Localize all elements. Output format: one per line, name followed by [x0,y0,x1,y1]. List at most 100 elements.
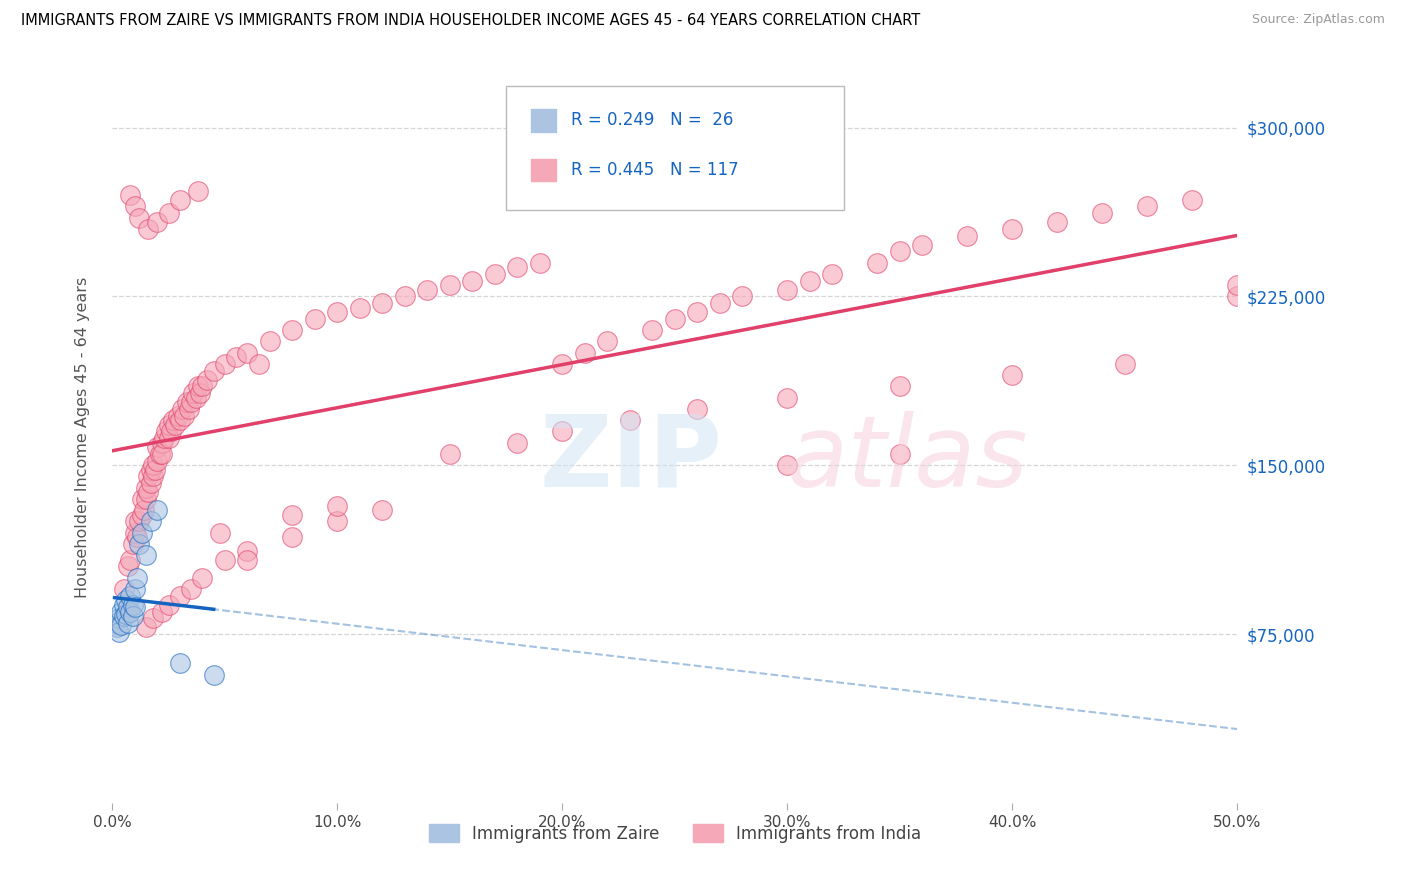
Point [157,431,180,445]
Point [202,667,225,681]
Point [461,274,484,288]
Point [821,267,844,281]
Point [371,503,394,517]
Point [131,525,153,540]
Point [157,206,180,220]
Point [214,553,236,567]
Point [124,199,146,213]
Bar [531,109,555,132]
Point [281,508,304,522]
Point [169,413,191,427]
FancyBboxPatch shape [506,86,844,211]
Point [439,278,461,293]
Point [128,515,150,529]
Point [326,515,349,529]
Point [176,395,198,409]
Point [121,598,143,612]
Point [157,598,180,612]
Point [128,211,150,225]
Point [776,458,799,473]
Point [112,598,135,612]
Point [142,458,165,473]
Point [180,582,202,596]
Point [776,391,799,405]
Point [132,503,155,517]
Point [150,435,173,450]
Point [139,476,162,491]
Point [214,357,236,371]
Point [115,607,138,621]
Point [124,525,146,540]
Point [236,553,259,567]
Point [180,395,202,409]
Point [236,345,259,359]
Point [202,364,225,378]
Point [484,267,506,281]
Point [135,491,157,506]
Point [551,425,574,439]
Point [169,193,191,207]
Point [120,553,142,567]
Point [184,391,207,405]
Point [138,222,160,236]
Point [394,289,416,303]
Point [1226,278,1249,293]
Point [120,589,142,603]
Point [1136,199,1159,213]
Point [143,463,166,477]
Point [574,345,596,359]
Text: R = 0.249   N =  26: R = 0.249 N = 26 [571,112,734,129]
Point [112,609,135,624]
Point [127,530,149,544]
Point [686,401,709,416]
Point [191,571,214,585]
Point [162,413,184,427]
Point [641,323,664,337]
Point [529,255,551,269]
Point [146,440,169,454]
Point [160,425,183,439]
Point [506,260,529,275]
Point [131,508,153,522]
Point [247,357,270,371]
Bar [531,159,555,181]
Point [1001,222,1024,236]
Point [326,305,349,319]
Point [551,357,574,371]
Point [349,301,371,315]
Point [166,409,188,423]
Point [187,184,209,198]
Point [108,624,131,639]
Point [439,447,461,461]
Point [110,618,132,632]
Point [889,379,911,393]
Point [138,469,160,483]
Y-axis label: Householder Income Ages 45 - 64 years: Householder Income Ages 45 - 64 years [75,277,90,598]
Point [150,447,173,461]
Point [195,373,218,387]
Point [117,599,139,614]
Point [1114,357,1136,371]
Point [1226,289,1249,303]
Point [866,255,889,269]
Point [225,350,247,364]
Point [120,605,142,619]
Point [121,537,143,551]
Point [236,543,259,558]
Legend: Immigrants from Zaire, Immigrants from India: Immigrants from Zaire, Immigrants from I… [422,818,928,849]
Text: ZIP: ZIP [540,410,723,508]
Point [142,469,165,483]
Point [731,289,754,303]
Point [155,425,177,439]
Point [1091,206,1114,220]
Point [138,485,160,500]
Point [117,615,139,630]
Point [209,525,232,540]
Point [124,515,146,529]
Point [146,453,169,467]
Point [169,657,191,671]
Point [127,571,149,585]
Point [709,296,731,310]
Point [799,274,821,288]
Point [150,605,173,619]
